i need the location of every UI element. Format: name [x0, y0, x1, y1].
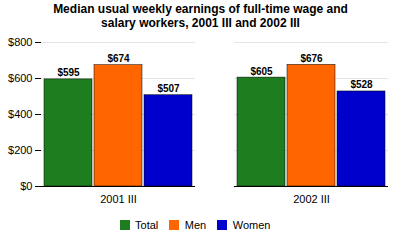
svg-text:$676: $676	[300, 53, 323, 64]
html-text:Women: Women	[232, 218, 271, 231]
svg-text:2002 III: 2002 III	[293, 193, 330, 205]
svg-text:$200: $200	[8, 144, 32, 156]
svg-text:$605: $605	[250, 66, 273, 77]
svg-text:$600: $600	[8, 72, 32, 84]
html-text:Median usual weekly earnings o: Median usual weekly earnings of full-tim…	[53, 2, 348, 30]
svg-text:$400: $400	[8, 108, 32, 120]
html-text:Men: Men	[184, 218, 207, 231]
svg-text:2001 III: 2001 III	[100, 193, 137, 205]
svg-text:$674: $674	[107, 53, 130, 64]
svg-text:$507: $507	[157, 83, 180, 94]
svg-text:$0: $0	[20, 180, 32, 192]
svg-text:$595: $595	[57, 67, 80, 78]
html-text:Total: Total	[135, 218, 159, 231]
svg-text:$528: $528	[350, 79, 373, 90]
svg-text:$800: $800	[8, 36, 32, 48]
